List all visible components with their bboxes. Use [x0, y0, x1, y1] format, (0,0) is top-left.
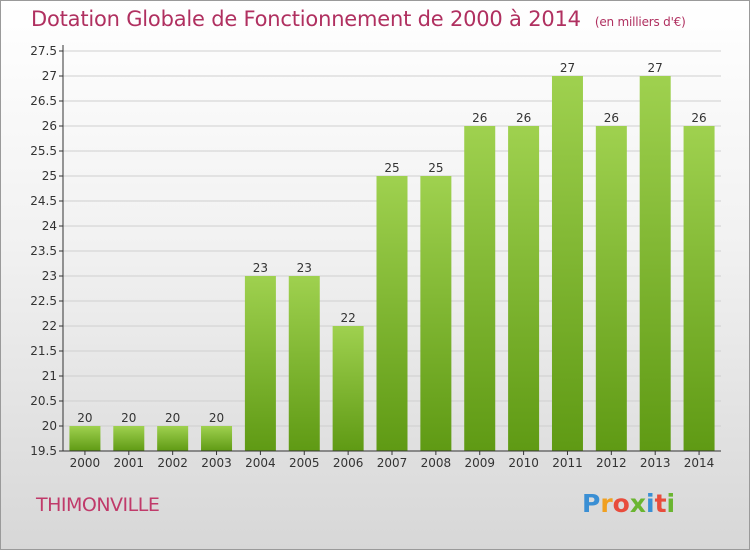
x-tick-label: 2005	[289, 456, 320, 470]
bars	[69, 76, 715, 451]
x-tick-label: 2012	[596, 456, 627, 470]
x-tick-label: 2004	[245, 456, 276, 470]
y-tick-label: 21.5	[30, 344, 57, 358]
title-text: Dotation Globale de Fonctionnement de 20…	[31, 7, 581, 31]
bar-value-label: 23	[297, 261, 312, 275]
x-tick-label: 2003	[201, 456, 232, 470]
bar-value-label: 25	[428, 161, 443, 175]
y-tick-label: 26.5	[30, 94, 57, 108]
bar	[157, 426, 189, 451]
y-tick-label: 23	[42, 269, 57, 283]
bar	[420, 176, 452, 451]
axes	[59, 45, 721, 455]
x-tick-label: 2009	[464, 456, 495, 470]
bar-value-label: 27	[648, 61, 663, 75]
y-tick-label: 27.5	[30, 44, 57, 58]
bar	[551, 76, 583, 451]
y-tick-label: 22.5	[30, 294, 57, 308]
x-tick-label: 2013	[640, 456, 671, 470]
y-tick-label: 27	[42, 69, 57, 83]
bar	[244, 276, 276, 451]
bar-value-label: 22	[340, 311, 355, 325]
bar-value-label: 20	[77, 411, 92, 425]
logo-letter: i	[666, 489, 676, 518]
x-tick-label: 2008	[421, 456, 452, 470]
y-tick-label: 22	[42, 319, 57, 333]
x-tick-label: 2007	[377, 456, 408, 470]
y-tick-label: 26	[42, 119, 57, 133]
bar-value-label: 26	[472, 111, 487, 125]
chart-title: Dotation Globale de Fonctionnement de 20…	[31, 7, 686, 31]
unit-label: (en milliers d'€)	[594, 15, 686, 29]
bar	[639, 76, 671, 451]
logo-letter: t	[654, 489, 667, 518]
x-tick-label: 2000	[70, 456, 101, 470]
bar-value-label: 20	[165, 411, 180, 425]
y-tick-label: 23.5	[30, 244, 57, 258]
bar	[113, 426, 145, 451]
y-tick-label: 24.5	[30, 194, 57, 208]
x-tick-label: 2002	[157, 456, 188, 470]
x-tick-label: 2010	[508, 456, 539, 470]
proxiti-logo: Proxiti	[582, 489, 675, 518]
x-tick-label: 2014	[684, 456, 715, 470]
x-tick-label: 2006	[333, 456, 364, 470]
y-tick-label: 24	[42, 219, 57, 233]
x-tick-label: 2001	[114, 456, 145, 470]
bar-value-label: 26	[604, 111, 619, 125]
bar	[683, 126, 715, 451]
bar-value-label: 26	[516, 111, 531, 125]
commune-name: THIMONVILLE	[36, 494, 160, 516]
logo-letter: x	[629, 489, 646, 518]
y-tick-label: 25	[42, 169, 57, 183]
bar	[332, 326, 364, 451]
bar-value-label: 27	[560, 61, 575, 75]
bar-value-label: 20	[209, 411, 224, 425]
logo-letter: i	[646, 489, 655, 518]
bar-value-label: 25	[384, 161, 399, 175]
bar	[201, 426, 233, 451]
x-tick-label: 2011	[552, 456, 583, 470]
logo-letter: r	[600, 489, 613, 518]
y-tick-label: 20.5	[30, 394, 57, 408]
bar	[376, 176, 408, 451]
bar-value-label: 20	[121, 411, 136, 425]
bar	[288, 276, 320, 451]
bar-value-label: 26	[691, 111, 706, 125]
y-tick-label: 25.5	[30, 144, 57, 158]
y-tick-label: 21	[42, 369, 57, 383]
bar	[595, 126, 627, 451]
logo-letter: o	[612, 489, 630, 518]
logo-letter: P	[582, 489, 601, 518]
bar-value-label: 23	[253, 261, 268, 275]
bar	[508, 126, 540, 451]
y-tick-label: 19.5	[30, 444, 57, 458]
bar	[69, 426, 101, 451]
labels: 19.5 20 20.5 21 21.5 22 22.5 23 23.5 24 24.5 25 25.5…	[30, 44, 714, 470]
bar	[464, 126, 496, 451]
y-tick-label: 20	[42, 419, 57, 433]
